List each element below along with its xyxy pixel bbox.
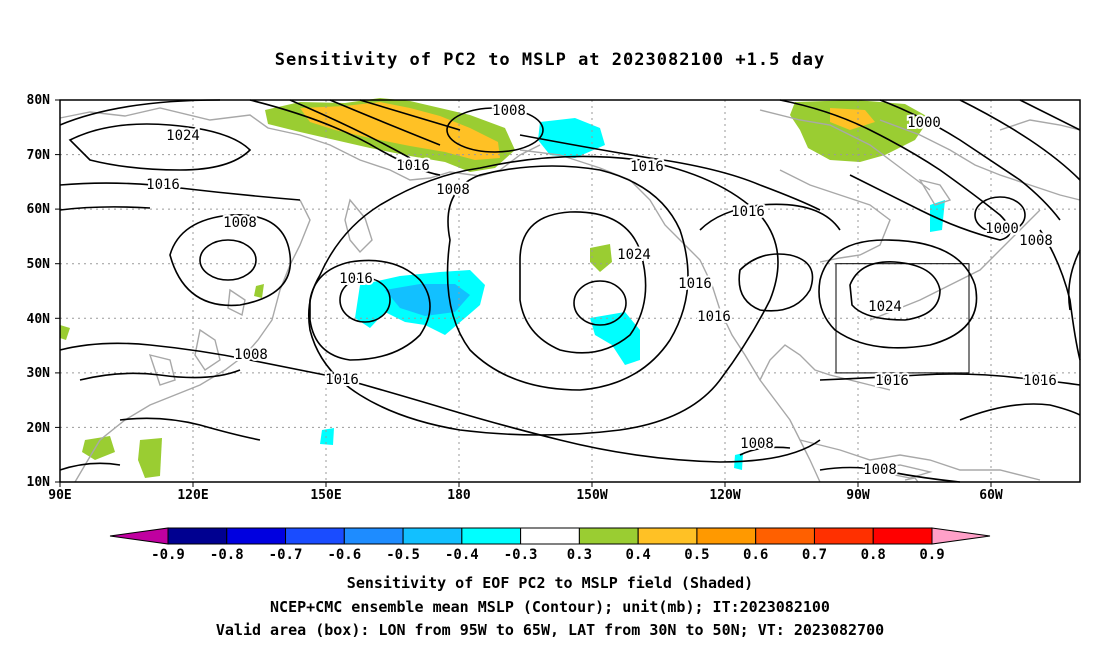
colorbar-label: -0.8 — [210, 547, 244, 563]
colorbar-swatch — [637, 527, 698, 545]
contour-label: 1008 — [1019, 233, 1053, 249]
positive-shade — [60, 325, 70, 340]
map-frame — [59, 99, 1081, 483]
lon-label: 90E — [48, 488, 71, 503]
colorbar-label: -0.9 — [151, 547, 185, 563]
colorbar-label: -0.5 — [386, 547, 420, 563]
contour-label: 1016 — [396, 158, 430, 174]
lon-label: 120W — [709, 488, 740, 503]
valid-area-box — [835, 263, 970, 374]
colorbar-label: -0.4 — [445, 547, 479, 563]
colorbar-swatch — [285, 527, 345, 545]
lat-label: 70N — [27, 148, 51, 163]
lon-label: 90W — [846, 488, 870, 503]
colorbar-swatch — [872, 527, 933, 545]
contour-label: 1024 — [868, 299, 902, 315]
contour-label: 1024 — [617, 247, 651, 263]
contour-label: 1016 — [678, 276, 712, 292]
colorbar-label: 0.8 — [861, 547, 886, 563]
colorbar-label: 0.6 — [743, 547, 768, 563]
contour-label: 1000 — [907, 115, 941, 131]
colorbar-swatch — [696, 527, 757, 545]
contour-label: 1008 — [436, 182, 470, 198]
contour-label: 1016 — [875, 373, 909, 389]
colorbar-swatch — [343, 527, 404, 545]
contour-label: 1024 — [166, 128, 200, 144]
contour-labels: 1008 1024 1016 1016 1008 1000 1016 1016 … — [144, 101, 1059, 480]
lon-label: 150E — [310, 488, 341, 503]
contour-label: 1016 — [146, 177, 180, 193]
axis-ticks — [55, 99, 992, 487]
isobars — [59, 99, 1081, 483]
positive-shade — [138, 438, 162, 478]
contour-label: 1008 — [863, 462, 897, 478]
lon-label: 150W — [576, 488, 607, 503]
positive-shade — [82, 436, 115, 460]
contour-label: 1016 — [697, 309, 731, 325]
colorbar-arrow-high — [931, 527, 991, 545]
lon-label: 120E — [177, 488, 208, 503]
contour-label: 1008 — [223, 215, 257, 231]
contour-label: 1008 — [740, 436, 774, 452]
colorbar-arrow-low — [109, 527, 169, 545]
positive-shade — [790, 100, 930, 162]
colorbar: -0.9 -0.8 -0.7 -0.6 -0.5 -0.4 -0.3 0.3 0.4 0.5 0.6… — [109, 527, 991, 563]
colorbar-swatch — [167, 527, 228, 545]
colorbar-swatch — [520, 527, 580, 545]
caption-line-3: Valid area (box): LON from 95W to 65W, L… — [215, 621, 885, 639]
contour-label: 1000 — [985, 221, 1019, 237]
caption-line-1: Sensitivity of EOF PC2 to MSLP field (Sh… — [346, 574, 754, 592]
contour-label: 1008 — [492, 103, 526, 119]
colorbar-label: -0.7 — [269, 547, 303, 563]
contour-label: 1016 — [630, 159, 664, 175]
colorbar-label: -0.6 — [327, 547, 361, 563]
lat-label: 60N — [27, 202, 51, 217]
lon-label: 60W — [979, 488, 1003, 503]
colorbar-swatch — [755, 527, 815, 545]
colorbar-label: 0.7 — [802, 547, 827, 563]
lat-label: 30N — [27, 366, 51, 381]
colorbar-swatch — [813, 527, 874, 545]
positive-shade — [590, 244, 612, 272]
colorbar-label: 0.4 — [626, 547, 651, 563]
colorbar-label: -0.3 — [504, 547, 538, 563]
colorbar-label: 0.5 — [684, 547, 709, 563]
colorbar-swatch — [402, 527, 463, 545]
positive-shade-strong — [300, 102, 500, 160]
colorbar-swatch — [226, 527, 287, 545]
lat-label: 50N — [27, 257, 51, 272]
colorbar-label: 0.9 — [919, 547, 944, 563]
negative-shade — [320, 428, 334, 445]
positive-shade — [254, 284, 264, 298]
caption-line-2: NCEP+CMC ensemble mean MSLP (Contour); u… — [270, 598, 830, 616]
lon-label: 180 — [447, 488, 471, 503]
negative-shade — [930, 200, 945, 232]
contour-label: 1016 — [325, 372, 359, 388]
lat-label: 40N — [27, 312, 51, 327]
contour-label: 1016 — [339, 271, 373, 287]
map-title: Sensitivity of PC2 to MSLP at 2023082100… — [274, 50, 826, 70]
latitude-labels: 80N 70N 60N 50N 40N 30N 20N 10N — [27, 93, 51, 490]
map-figure: 1008 1024 1016 1016 1008 1000 1016 1016 … — [27, 93, 1081, 563]
longitude-labels: 90E 120E 150E 180 150W 120W 90W 60W — [48, 488, 1003, 503]
contour-label: 1008 — [234, 347, 268, 363]
colorbar-label: 0.3 — [567, 547, 592, 563]
lat-label: 20N — [27, 421, 51, 436]
positive-shade-strong — [830, 108, 875, 130]
colorbar-swatch — [461, 527, 522, 545]
contour-label: 1016 — [731, 204, 765, 220]
gridlines — [60, 100, 1080, 482]
contour-label: 1016 — [1023, 373, 1057, 389]
lat-label: 80N — [27, 93, 51, 108]
colorbar-swatch — [578, 527, 639, 545]
lat-label: 10N — [27, 475, 51, 490]
